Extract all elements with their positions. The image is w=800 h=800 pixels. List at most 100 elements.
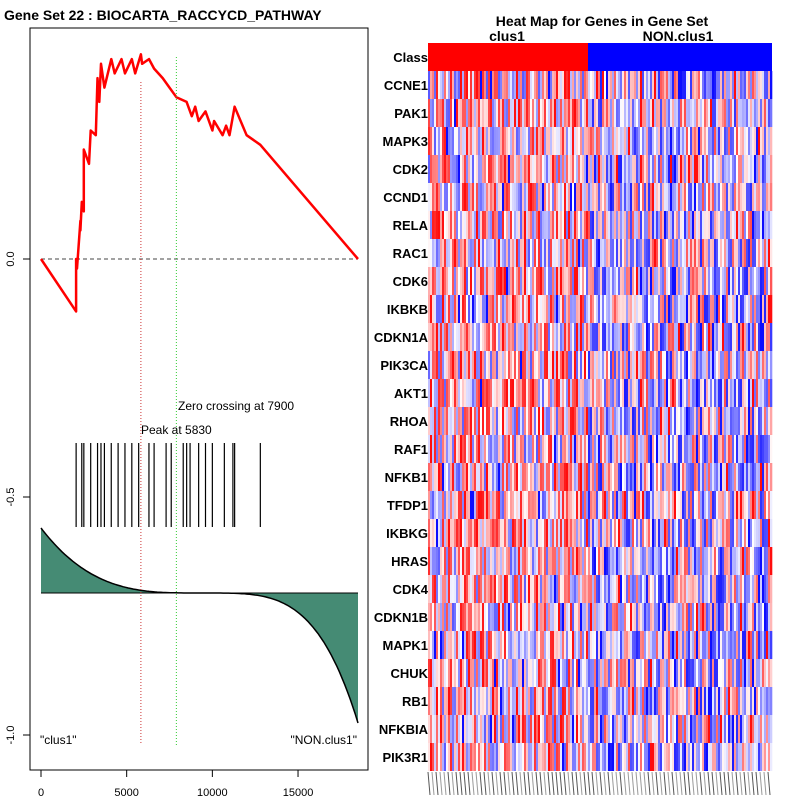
heatmap-cell bbox=[704, 715, 707, 743]
heatmap-cell bbox=[502, 71, 505, 99]
sample-label bbox=[543, 771, 547, 796]
heatmap-cell bbox=[442, 295, 445, 323]
heatmap-cell bbox=[616, 239, 619, 267]
heatmap-cell bbox=[482, 519, 485, 547]
heatmap-cell bbox=[438, 519, 441, 547]
heatmap-cell bbox=[660, 435, 663, 463]
heatmap-cell bbox=[624, 267, 627, 295]
heatmap-cell bbox=[514, 99, 517, 127]
heatmap-cell bbox=[532, 743, 535, 771]
heatmap-cell bbox=[770, 239, 773, 267]
heatmap-cell bbox=[704, 183, 707, 211]
heatmap-cell bbox=[620, 435, 623, 463]
heatmap-cell bbox=[646, 603, 649, 631]
heatmap-cell bbox=[502, 379, 505, 407]
sample-label bbox=[751, 771, 755, 796]
heatmap-cell bbox=[510, 519, 513, 547]
heatmap-cell bbox=[664, 435, 667, 463]
heatmap-cell bbox=[454, 491, 457, 519]
heatmap-cell bbox=[690, 351, 693, 379]
heatmap-cell bbox=[482, 659, 485, 687]
heatmap-cell bbox=[766, 351, 769, 379]
heatmap-cell bbox=[678, 211, 681, 239]
heatmap-cell bbox=[564, 603, 567, 631]
heatmap-cell bbox=[506, 183, 509, 211]
heatmap-cell bbox=[728, 239, 731, 267]
heatmap-cell bbox=[640, 575, 643, 603]
heatmap-cell bbox=[496, 631, 499, 659]
heatmap-cell bbox=[590, 715, 593, 743]
heatmap-cell bbox=[556, 575, 559, 603]
heatmap-cell bbox=[492, 99, 495, 127]
heatmap-cell bbox=[746, 519, 749, 547]
heatmap-cell bbox=[498, 183, 501, 211]
heatmap-cell bbox=[714, 267, 717, 295]
heatmap-cell bbox=[626, 267, 629, 295]
heatmap-cell bbox=[434, 379, 437, 407]
heatmap-cell bbox=[624, 575, 627, 603]
heatmap-cell bbox=[568, 127, 571, 155]
heatmap-cell bbox=[524, 575, 527, 603]
heatmap-cell bbox=[536, 155, 539, 183]
heatmap-cell bbox=[684, 407, 687, 435]
heatmap-cell bbox=[512, 659, 515, 687]
heatmap-cell bbox=[456, 687, 459, 715]
heatmap-cell bbox=[702, 351, 705, 379]
heatmap-cell bbox=[476, 715, 479, 743]
heatmap-cell bbox=[598, 435, 601, 463]
heatmap-cell bbox=[552, 519, 555, 547]
heatmap-cell bbox=[654, 155, 657, 183]
heatmap-cell bbox=[592, 183, 595, 211]
heatmap-cell bbox=[446, 155, 449, 183]
heatmap-cell bbox=[722, 659, 725, 687]
heatmap-cell bbox=[766, 323, 769, 351]
x-tick-label: 5000 bbox=[114, 787, 138, 799]
heatmap-cell bbox=[528, 183, 531, 211]
heatmap-cell bbox=[476, 743, 479, 771]
heatmap-cell bbox=[598, 295, 601, 323]
heatmap-cell bbox=[476, 519, 479, 547]
heatmap-cell bbox=[470, 603, 473, 631]
heatmap-cell bbox=[628, 463, 631, 491]
heatmap-cell bbox=[454, 295, 457, 323]
heatmap-cell bbox=[548, 631, 551, 659]
heatmap-cell bbox=[622, 435, 625, 463]
heatmap-cell bbox=[448, 575, 451, 603]
heatmap-cell bbox=[436, 631, 439, 659]
heatmap-cell bbox=[520, 239, 523, 267]
heatmap-cell bbox=[654, 211, 657, 239]
sample-label bbox=[707, 771, 711, 796]
sample-label bbox=[535, 771, 539, 796]
heatmap-cell bbox=[540, 71, 543, 99]
heatmap-cell bbox=[608, 463, 611, 491]
sample-label bbox=[607, 771, 611, 796]
heatmap-cell bbox=[464, 547, 467, 575]
heatmap-cell bbox=[736, 239, 739, 267]
heatmap-cell bbox=[586, 575, 589, 603]
heatmap-cell bbox=[500, 127, 503, 155]
heatmap-cell bbox=[538, 743, 541, 771]
heatmap-cell bbox=[656, 715, 659, 743]
heatmap-cell bbox=[510, 435, 513, 463]
heatmap-cell bbox=[506, 603, 509, 631]
heatmap-cell bbox=[622, 743, 625, 771]
heatmap-cell bbox=[456, 659, 459, 687]
heatmap-cell bbox=[618, 211, 621, 239]
heatmap-cell bbox=[702, 379, 705, 407]
heatmap-cell bbox=[572, 99, 575, 127]
heatmap-cell bbox=[710, 575, 713, 603]
heatmap-cell bbox=[660, 211, 663, 239]
heatmap-cell bbox=[770, 743, 773, 771]
heatmap-cell bbox=[478, 295, 481, 323]
heatmap-cell bbox=[512, 463, 515, 491]
heatmap-cell bbox=[718, 547, 721, 575]
heatmap-cell bbox=[690, 127, 693, 155]
heatmap-cell bbox=[450, 323, 453, 351]
heatmap-cell bbox=[618, 239, 621, 267]
heatmap-cell bbox=[650, 687, 653, 715]
heatmap-cell bbox=[762, 519, 765, 547]
heatmap-cell bbox=[616, 71, 619, 99]
heatmap-cell bbox=[662, 631, 665, 659]
heatmap-cell bbox=[738, 603, 741, 631]
heatmap-cell bbox=[652, 491, 655, 519]
